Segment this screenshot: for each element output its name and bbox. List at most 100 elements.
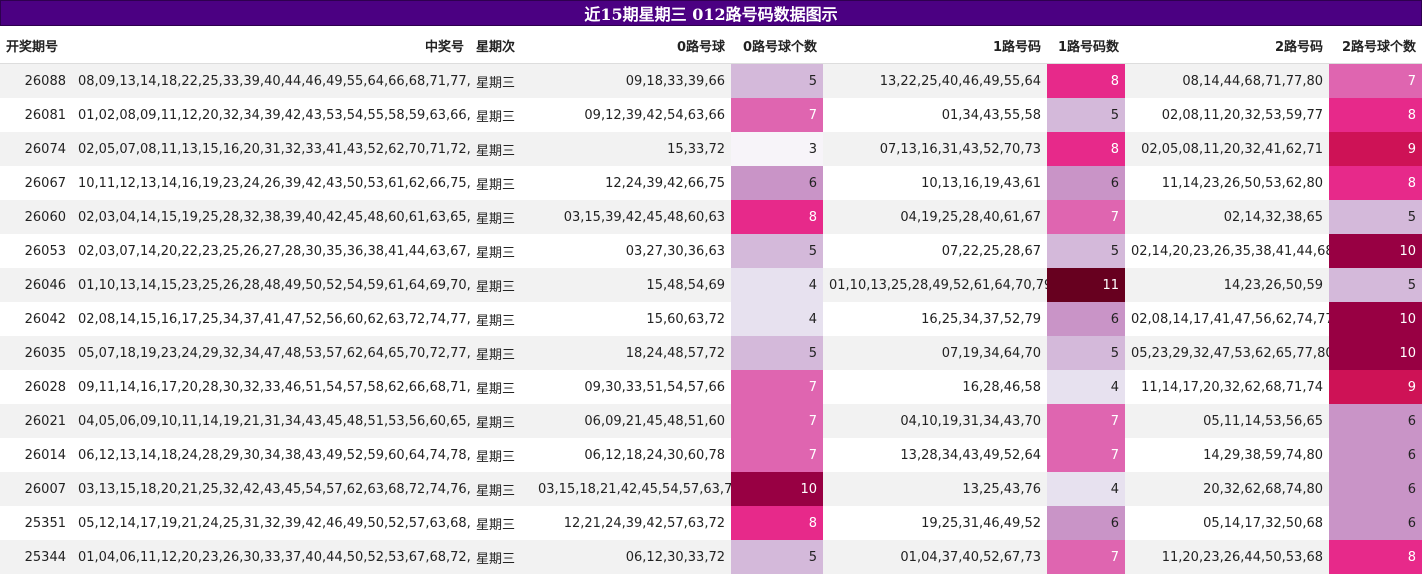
cell-road0-numbers: 15,60,63,72	[532, 302, 731, 336]
cell-road2-numbers: 02,14,32,38,65	[1125, 200, 1329, 234]
cell-issue: 26021	[0, 404, 72, 438]
table-row: 25344 01,04,06,11,12,20,23,26,30,33,37,40…	[0, 540, 1422, 574]
cell-issue: 26035	[0, 336, 72, 370]
cell-road2-count: 6	[1329, 472, 1422, 506]
cell-road2-count: 6	[1329, 438, 1422, 472]
cell-road2-count: 10	[1329, 302, 1422, 336]
cell-winning-numbers: 02,03,04,14,15,19,25,28,32,38,39,40,42,4…	[72, 200, 470, 234]
cell-weekday: 星期三	[470, 370, 532, 404]
table-row: 26081 01,02,08,09,11,12,20,32,34,39,42,43…	[0, 98, 1422, 132]
cell-road2-numbers: 02,14,20,23,26,35,38,41,44,68	[1125, 234, 1329, 268]
cell-road2-count: 7	[1329, 63, 1422, 98]
cell-road0-numbers: 12,21,24,39,42,57,63,72	[532, 506, 731, 540]
cell-road1-numbers: 13,28,34,43,49,52,64	[823, 438, 1047, 472]
cell-road0-count: 7	[731, 438, 823, 472]
cell-weekday: 星期三	[470, 98, 532, 132]
cell-issue: 26014	[0, 438, 72, 472]
header-road2-count: 2路号球个数	[1329, 27, 1422, 64]
cell-road1-count: 7	[1047, 540, 1125, 574]
cell-road0-numbers: 12,24,39,42,66,75	[532, 166, 731, 200]
cell-issue: 26060	[0, 200, 72, 234]
table-row: 26088 08,09,13,14,18,22,25,33,39,40,44,46…	[0, 63, 1422, 98]
cell-road2-numbers: 02,05,08,11,20,32,41,62,71	[1125, 132, 1329, 166]
cell-road0-count: 5	[731, 63, 823, 98]
cell-road2-count: 6	[1329, 506, 1422, 540]
cell-weekday: 星期三	[470, 166, 532, 200]
cell-road1-numbers: 07,19,34,64,70	[823, 336, 1047, 370]
cell-road2-numbers: 11,14,17,20,32,62,68,71,74	[1125, 370, 1329, 404]
cell-road1-count: 8	[1047, 132, 1125, 166]
cell-road1-numbers: 07,22,25,28,67	[823, 234, 1047, 268]
table-row: 26053 02,03,07,14,20,22,23,25,26,27,28,30…	[0, 234, 1422, 268]
cell-road1-count: 5	[1047, 336, 1125, 370]
cell-weekday: 星期三	[470, 438, 532, 472]
cell-road0-count: 7	[731, 370, 823, 404]
cell-issue: 26088	[0, 63, 72, 98]
header-road0-count: 0路号球个数	[731, 27, 823, 64]
cell-winning-numbers: 02,05,07,08,11,13,15,16,20,31,32,33,41,4…	[72, 132, 470, 166]
cell-road0-count: 4	[731, 302, 823, 336]
cell-winning-numbers: 01,02,08,09,11,12,20,32,34,39,42,43,53,5…	[72, 98, 470, 132]
cell-road1-numbers: 19,25,31,46,49,52	[823, 506, 1047, 540]
cell-weekday: 星期三	[470, 506, 532, 540]
cell-road1-count: 11	[1047, 268, 1125, 302]
table-row: 26007 03,13,15,18,20,21,25,32,42,43,45,54…	[0, 472, 1422, 506]
cell-road1-numbers: 13,22,25,40,46,49,55,64	[823, 63, 1047, 98]
cell-road2-numbers: 05,14,17,32,50,68	[1125, 506, 1329, 540]
cell-issue: 26074	[0, 132, 72, 166]
cell-road2-count: 10	[1329, 234, 1422, 268]
cell-winning-numbers: 05,07,18,19,23,24,29,32,34,47,48,53,57,6…	[72, 336, 470, 370]
cell-road1-count: 7	[1047, 200, 1125, 234]
cell-issue: 25351	[0, 506, 72, 540]
cell-road1-count: 5	[1047, 98, 1125, 132]
cell-road0-numbers: 09,18,33,39,66	[532, 63, 731, 98]
table-row: 26067 10,11,12,13,14,16,19,23,24,26,39,42…	[0, 166, 1422, 200]
table-row: 26046 01,10,13,14,15,23,25,26,28,48,49,50…	[0, 268, 1422, 302]
cell-road2-numbers: 20,32,62,68,74,80	[1125, 472, 1329, 506]
cell-road1-count: 8	[1047, 63, 1125, 98]
cell-road1-numbers: 04,10,19,31,34,43,70	[823, 404, 1047, 438]
table-title: 近15期星期三 012路号码数据图示	[0, 0, 1422, 26]
table-body: 26088 08,09,13,14,18,22,25,33,39,40,44,46…	[0, 63, 1422, 574]
cell-issue: 26046	[0, 268, 72, 302]
cell-road1-count: 4	[1047, 472, 1125, 506]
cell-road0-count: 10	[731, 472, 823, 506]
cell-winning-numbers: 02,08,14,15,16,17,25,34,37,41,47,52,56,6…	[72, 302, 470, 336]
cell-road0-numbers: 06,09,21,45,48,51,60	[532, 404, 731, 438]
cell-road1-numbers: 16,28,46,58	[823, 370, 1047, 404]
table-row: 26042 02,08,14,15,16,17,25,34,37,41,47,52…	[0, 302, 1422, 336]
cell-road2-numbers: 08,14,44,68,71,77,80	[1125, 63, 1329, 98]
cell-road2-numbers: 11,14,23,26,50,53,62,80	[1125, 166, 1329, 200]
cell-road2-count: 9	[1329, 132, 1422, 166]
cell-winning-numbers: 06,12,13,14,18,24,28,29,30,34,38,43,49,5…	[72, 438, 470, 472]
table-row: 26028 09,11,14,16,17,20,28,30,32,33,46,51…	[0, 370, 1422, 404]
cell-road0-count: 5	[731, 540, 823, 574]
cell-road1-numbers: 01,04,37,40,52,67,73	[823, 540, 1047, 574]
cell-road1-count: 4	[1047, 370, 1125, 404]
cell-road1-numbers: 16,25,34,37,52,79	[823, 302, 1047, 336]
cell-issue: 26007	[0, 472, 72, 506]
cell-road2-count: 8	[1329, 166, 1422, 200]
cell-winning-numbers: 03,13,15,18,20,21,25,32,42,43,45,54,57,6…	[72, 472, 470, 506]
cell-weekday: 星期三	[470, 200, 532, 234]
cell-road1-numbers: 13,25,43,76	[823, 472, 1047, 506]
header-winning-numbers: 中奖号	[72, 27, 470, 64]
cell-road0-count: 7	[731, 404, 823, 438]
header-road0-numbers: 0路号球	[532, 27, 731, 64]
cell-road1-count: 5	[1047, 234, 1125, 268]
cell-road1-numbers: 10,13,16,19,43,61	[823, 166, 1047, 200]
cell-road2-count: 5	[1329, 268, 1422, 302]
cell-road1-count: 6	[1047, 302, 1125, 336]
cell-weekday: 星期三	[470, 234, 532, 268]
cell-road0-count: 8	[731, 200, 823, 234]
cell-issue: 26042	[0, 302, 72, 336]
cell-issue: 26067	[0, 166, 72, 200]
cell-winning-numbers: 09,11,14,16,17,20,28,30,32,33,46,51,54,5…	[72, 370, 470, 404]
cell-winning-numbers: 05,12,14,17,19,21,24,25,31,32,39,42,46,4…	[72, 506, 470, 540]
cell-road0-numbers: 15,48,54,69	[532, 268, 731, 302]
header-issue: 开奖期号	[0, 27, 72, 64]
cell-road0-count: 3	[731, 132, 823, 166]
cell-road1-count: 7	[1047, 438, 1125, 472]
cell-road2-numbers: 14,29,38,59,74,80	[1125, 438, 1329, 472]
cell-weekday: 星期三	[470, 472, 532, 506]
